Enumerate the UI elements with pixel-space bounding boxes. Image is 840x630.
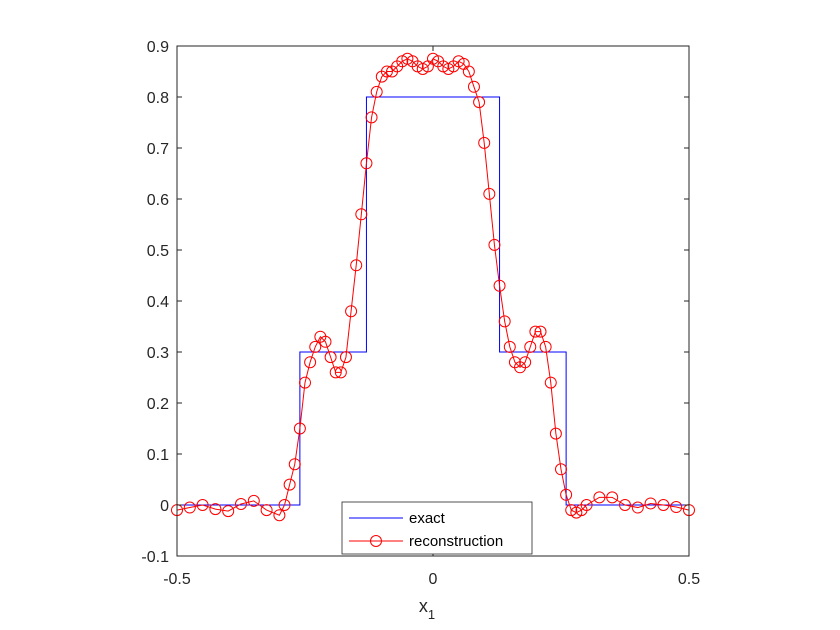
data-point-reconstruction bbox=[260, 504, 273, 517]
plot-area bbox=[177, 46, 689, 556]
x-axis-label: x1 bbox=[419, 596, 435, 622]
y-tick-label: 0.1 bbox=[147, 447, 169, 464]
y-tick-label: 0.6 bbox=[147, 192, 169, 209]
data-point-reconstruction bbox=[657, 499, 670, 511]
legend-box bbox=[341, 501, 533, 555]
data-point-reconstruction bbox=[370, 85, 383, 98]
data-point-reconstruction bbox=[498, 315, 511, 328]
x-axis-label-subscript: 1 bbox=[428, 607, 435, 622]
data-point-reconstruction bbox=[309, 340, 322, 353]
data-point-reconstruction bbox=[196, 499, 209, 511]
data-point-reconstruction bbox=[329, 366, 342, 379]
y-tick-label: 0.7 bbox=[147, 141, 169, 158]
data-point-reconstruction bbox=[304, 356, 317, 369]
data-point-reconstruction bbox=[539, 340, 552, 353]
data-point-reconstruction bbox=[555, 463, 567, 476]
x-tick-label: 0 bbox=[429, 571, 438, 588]
y-tick-label: 0.3 bbox=[147, 345, 169, 362]
y-tick-label: 0.9 bbox=[147, 39, 169, 56]
data-point-reconstruction bbox=[644, 497, 657, 510]
data-point-reconstruction bbox=[593, 491, 606, 504]
data-point-reconstruction bbox=[334, 366, 347, 379]
data-point-reconstruction bbox=[273, 509, 286, 522]
data-point-reconstruction bbox=[324, 351, 337, 364]
data-point-reconstruction bbox=[293, 422, 306, 435]
data-point-reconstruction bbox=[360, 157, 373, 170]
data-point-reconstruction bbox=[529, 325, 542, 338]
legend-reconstruction-marker bbox=[370, 535, 382, 547]
y-tick-label: 0.2 bbox=[147, 396, 169, 413]
data-point-reconstruction bbox=[524, 340, 537, 353]
data-point-reconstruction bbox=[365, 111, 378, 124]
data-point-reconstruction bbox=[319, 335, 332, 348]
data-point-reconstruction bbox=[580, 499, 593, 511]
data-point-reconstruction bbox=[544, 376, 557, 389]
data-point-reconstruction bbox=[478, 136, 491, 149]
data-point-reconstruction bbox=[235, 497, 247, 510]
data-point-reconstruction bbox=[519, 356, 532, 369]
data-point-reconstruction bbox=[462, 65, 475, 78]
x-tick-label: 0.5 bbox=[678, 571, 700, 588]
data-point-reconstruction bbox=[670, 501, 683, 514]
x-axis-label-main: x bbox=[419, 596, 428, 616]
data-point-reconstruction bbox=[283, 478, 296, 491]
data-point-reconstruction bbox=[247, 494, 260, 507]
data-point-reconstruction bbox=[488, 238, 501, 251]
ticks-layer: -0.5 0 0.5 -0.1 0 0.1 0.2 0.3 0.4 0.5 0.6 0.7 0.8 0.9 bbox=[141, 39, 700, 588]
data-point-reconstruction bbox=[467, 80, 480, 93]
data-point-reconstruction bbox=[299, 376, 311, 389]
data-point-reconstruction bbox=[278, 499, 291, 511]
data-point-reconstruction bbox=[288, 458, 301, 471]
data-point-reconstruction bbox=[380, 65, 393, 78]
y-tick-label: 0.8 bbox=[147, 90, 169, 107]
data-point-reconstruction bbox=[183, 501, 196, 514]
data-point-reconstruction bbox=[222, 505, 235, 518]
data-point-reconstruction bbox=[345, 305, 358, 318]
data-point-reconstruction bbox=[483, 187, 496, 200]
data-point-reconstruction bbox=[493, 279, 506, 292]
data-point-reconstruction bbox=[339, 351, 352, 364]
data-point-reconstruction bbox=[473, 96, 486, 109]
legend[interactable]: exact reconstruction bbox=[341, 501, 533, 555]
data-point-reconstruction bbox=[355, 208, 368, 221]
series-layer bbox=[171, 52, 695, 522]
data-point-reconstruction bbox=[534, 325, 547, 338]
data-point-reconstruction bbox=[606, 491, 619, 504]
data-point-reconstruction bbox=[503, 340, 516, 353]
legend-reconstruction-label: reconstruction bbox=[409, 533, 503, 550]
y-tick-label: 0.5 bbox=[147, 243, 169, 260]
y-tick-label: -0.1 bbox=[141, 549, 169, 566]
data-point-reconstruction bbox=[560, 488, 573, 501]
data-point-reconstruction bbox=[631, 501, 644, 514]
y-tick-label: 0 bbox=[160, 498, 169, 515]
data-point-reconstruction bbox=[209, 503, 222, 516]
data-point-reconstruction bbox=[350, 259, 363, 272]
data-point-reconstruction bbox=[549, 427, 562, 440]
legend-exact-label: exact bbox=[409, 510, 446, 527]
x-tick-label: -0.5 bbox=[163, 571, 191, 588]
data-point-reconstruction bbox=[619, 499, 631, 511]
y-tick-label: 0.4 bbox=[147, 294, 169, 311]
